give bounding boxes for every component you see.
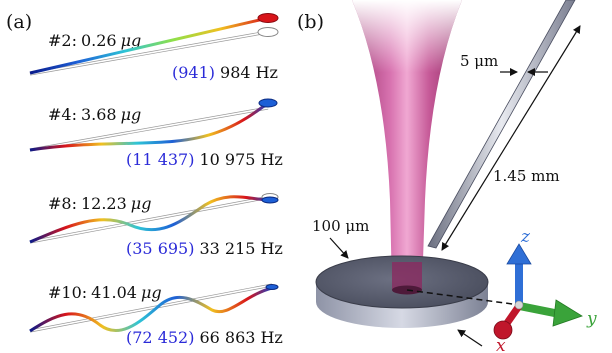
mode-8-tip-disk <box>261 196 279 204</box>
fiber-width-label: 5 μm <box>460 52 498 70</box>
mode-4-deformed-beam <box>29 101 269 152</box>
z-axis-shaft <box>515 262 523 304</box>
mode-2-rest-disk <box>257 27 279 37</box>
mode-10-label: #10: 41.04 μg <box>48 283 162 302</box>
z-axis-label: z <box>520 227 531 247</box>
disk-thickness-arrow-bottom <box>457 329 483 347</box>
z-axis-head <box>506 243 532 265</box>
mode-4-tip-disk <box>258 98 278 108</box>
mode-2-tip-disk <box>257 13 279 23</box>
disk-thickness-dimension: 100 μm <box>312 217 483 347</box>
y-axis-label: y <box>586 309 597 329</box>
disk-thickness-arrow-top <box>329 237 349 259</box>
axes-origin <box>514 300 524 310</box>
fiber-length-dimension: 1.45 mm <box>441 25 581 251</box>
x-axis-label: x <box>496 336 506 353</box>
mode-10-freq: (72 452) 66 863 Hz <box>126 328 283 347</box>
mode-8-label: #8: 12.23 μg <box>48 194 151 213</box>
mode-10-deformed-beam <box>29 286 273 333</box>
mode-2-deformed-beam <box>29 16 269 75</box>
coordinate-axes: z y x <box>493 227 597 353</box>
panel-b-label: (b) <box>297 11 324 33</box>
mode-8-deformed-beam <box>29 195 271 244</box>
disk <box>315 255 489 328</box>
mode-4-freq: (11 437) 10 975 Hz <box>126 150 283 169</box>
x-axis-head <box>493 320 513 340</box>
mode-2-group: #2: 0.26 μg (941) 984 Hz <box>29 13 279 82</box>
mode-2-freq: (941) 984 Hz <box>172 63 278 82</box>
mode-4-label: #4: 3.68 μg <box>48 105 141 124</box>
mode-10-tip-disk <box>265 284 279 290</box>
dashed-line <box>406 289 521 306</box>
fiber <box>427 0 576 249</box>
mode-8-freq: (35 695) 33 215 Hz <box>126 239 283 258</box>
y-axis-shaft <box>519 302 560 318</box>
beam-spot <box>392 262 422 293</box>
panel-a: (a) #2: 0.26 μg (941) 984 Hz #4: 3.68 μg <box>6 11 283 347</box>
mode-4-group: #4: 3.68 μg (11 437) 10 975 Hz <box>29 98 283 169</box>
panel-a-label: (a) <box>6 11 32 33</box>
panel-b: (b) 5 μm 1.45 mm <box>297 0 597 353</box>
mode-10-group: #10: 41.04 μg (72 452) 66 863 Hz <box>29 283 283 347</box>
fiber-body <box>427 0 576 249</box>
disk-thickness-label: 100 μm <box>312 217 369 235</box>
fiber-length-label: 1.45 mm <box>493 167 560 185</box>
mode-8-group: #8: 12.23 μg (35 695) 33 215 Hz <box>29 193 283 258</box>
mode-2-label: #2: 0.26 μg <box>48 31 141 50</box>
fiber-length-arrow <box>441 25 581 251</box>
y-axis-head <box>552 299 583 327</box>
